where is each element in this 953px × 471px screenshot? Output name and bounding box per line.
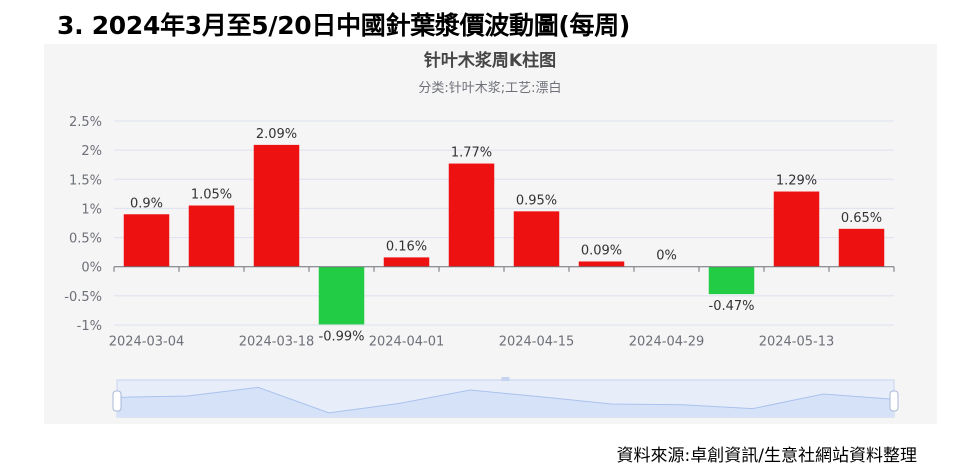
bar-chart: 针叶木浆周K柱图 分类:针叶木浆;工艺:漂白 -1% -0.5% 0% 0.5% 1% 1… [64, 50, 899, 418]
y-tick-label: -0.5% [64, 290, 102, 305]
value-label: 0.9% [130, 196, 163, 211]
value-label: 0.09% [581, 243, 622, 258]
zoom-preview-area [117, 387, 894, 417]
y-tick-label: 0% [81, 261, 102, 276]
source-note: 資料來源:卓創資訊/生意社網站資料整理 [616, 446, 917, 466]
y-tick-label: 1% [81, 202, 102, 217]
value-label: -0.99% [319, 329, 365, 344]
value-label: 0% [656, 249, 677, 264]
y-tick-label: 0.5% [69, 232, 102, 247]
y-tick-label: 2% [81, 144, 102, 159]
zoom-move-handle [501, 377, 510, 381]
page-heading: 3. 2024年3月至5/20日中國針葉漿價波動圖(每周) [57, 11, 631, 40]
bar [838, 228, 885, 267]
bar [448, 163, 495, 267]
value-label: 0.95% [516, 193, 557, 208]
value-label: 0.16% [386, 239, 427, 254]
value-label: 1.29% [776, 174, 817, 189]
chart-subtitle: 分类:针叶木浆;工艺:漂白 [418, 80, 561, 96]
y-axis: -1% -0.5% 0% 0.5% 1% 1.5% 2% 2.5% [64, 115, 102, 334]
zoom-right-handle [889, 390, 899, 412]
bar [383, 257, 430, 267]
value-label: 2.09% [256, 127, 297, 142]
zoom-preview-line [116, 386, 895, 414]
value-labels: 0.9% 1.05% 2.09% -0.99% 0.16% 1.77% 0.95% 0.09%… [130, 127, 882, 345]
value-label: 1.05% [191, 188, 232, 203]
bar [253, 144, 300, 267]
x-tick-label: 2024-04-01 [369, 335, 445, 350]
grid-lines [114, 120, 894, 326]
y-tick-label: -1% [77, 319, 102, 334]
bar [578, 261, 625, 267]
x-tick-label: 2024-04-29 [629, 335, 705, 350]
bar [708, 266, 755, 295]
zoom-left-handle [112, 390, 122, 412]
bar [513, 211, 560, 267]
chart-title: 针叶木浆周K柱图 [424, 50, 556, 71]
value-label: 1.77% [451, 146, 492, 161]
bar [123, 214, 170, 267]
bar [773, 191, 820, 267]
x-tick-label: 2024-03-18 [239, 335, 315, 350]
y-tick-label: 1.5% [69, 173, 102, 188]
value-label: 0.65% [841, 211, 882, 226]
bars [123, 144, 885, 325]
chart-panel: 针叶木浆周K柱图 分类:针叶木浆;工艺:漂白 -1% -0.5% 0% 0.5% 1% 1… [44, 44, 937, 424]
value-label: -0.47% [709, 299, 755, 314]
y-tick-label: 2.5% [69, 115, 102, 130]
x-axis: 2024-03-04 2024-03-18 2024-04-01 2024-04-15… [109, 266, 895, 350]
bar [188, 205, 235, 267]
x-tick-label: 2024-04-15 [499, 335, 575, 350]
data-zoom-slider[interactable] [112, 377, 899, 418]
x-tick-label: 2024-05-13 [759, 335, 835, 350]
bar [318, 266, 365, 325]
x-tick-label: 2024-03-04 [109, 335, 185, 350]
